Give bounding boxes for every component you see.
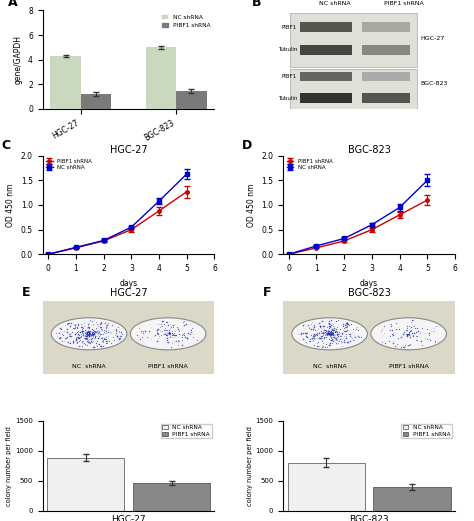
- Text: PIBF1 shRNA: PIBF1 shRNA: [389, 364, 428, 369]
- Bar: [301, 71, 352, 81]
- Text: A: A: [8, 0, 18, 9]
- Text: BGC-823: BGC-823: [420, 81, 448, 86]
- Bar: [301, 93, 352, 103]
- Text: E: E: [22, 286, 30, 299]
- Legend: NC shRNA, PIBF1 shRNA: NC shRNA, PIBF1 shRNA: [161, 14, 211, 29]
- Text: Tubulin: Tubulin: [278, 96, 297, 101]
- Text: PIBF1: PIBF1: [282, 74, 297, 79]
- Bar: [81, 94, 111, 109]
- Y-axis label: OD 450 nm: OD 450 nm: [6, 183, 15, 227]
- Text: PIBF1 shRNA: PIBF1 shRNA: [383, 1, 423, 6]
- Bar: [146, 47, 176, 109]
- X-axis label: days: days: [119, 279, 137, 288]
- Text: HGC-27: HGC-27: [420, 35, 445, 41]
- X-axis label: HGC-27: HGC-27: [111, 515, 146, 521]
- Title: HGC-27: HGC-27: [110, 145, 147, 155]
- Bar: [362, 71, 410, 81]
- Text: BGC-823: BGC-823: [348, 288, 391, 298]
- Bar: [362, 45, 410, 55]
- Legend: PIBF1 shRNA, NC shRNA: PIBF1 shRNA, NC shRNA: [286, 158, 333, 171]
- Text: PIBF1 shRNA: PIBF1 shRNA: [148, 364, 188, 369]
- X-axis label: days: days: [360, 279, 378, 288]
- Title: BGC-823: BGC-823: [348, 145, 391, 155]
- Circle shape: [51, 318, 127, 350]
- Text: F: F: [263, 286, 271, 299]
- Y-axis label: colony number per field: colony number per field: [6, 426, 12, 505]
- Legend: PIBF1 shRNA, NC shRNA: PIBF1 shRNA, NC shRNA: [46, 158, 92, 171]
- Text: NC  shRNA: NC shRNA: [72, 364, 106, 369]
- Bar: [374, 487, 451, 511]
- Text: PIBF1: PIBF1: [282, 24, 297, 30]
- Legend: NC shRNA, PIBF1 shRNA: NC shRNA, PIBF1 shRNA: [401, 424, 452, 438]
- Text: C: C: [1, 139, 10, 152]
- Text: Tubulin: Tubulin: [278, 47, 297, 52]
- Text: HGC-27: HGC-27: [110, 288, 147, 298]
- Bar: [301, 22, 352, 32]
- Text: NC shRNA: NC shRNA: [319, 1, 351, 6]
- Bar: [50, 56, 81, 109]
- Bar: [301, 45, 352, 55]
- Text: D: D: [242, 139, 252, 152]
- Bar: [47, 458, 124, 511]
- Bar: [288, 463, 365, 511]
- FancyBboxPatch shape: [290, 69, 417, 112]
- X-axis label: BGC-823: BGC-823: [349, 515, 389, 521]
- Circle shape: [130, 318, 206, 350]
- Circle shape: [371, 318, 447, 350]
- Text: NC  shRNA: NC shRNA: [313, 364, 346, 369]
- Bar: [133, 483, 210, 511]
- Text: B: B: [252, 0, 262, 9]
- Y-axis label: gene/GAPDH: gene/GAPDH: [13, 35, 22, 84]
- Circle shape: [292, 318, 367, 350]
- Bar: [176, 91, 207, 109]
- Y-axis label: OD 450 nm: OD 450 nm: [247, 183, 256, 227]
- Bar: [362, 93, 410, 103]
- Y-axis label: colony number per field: colony number per field: [246, 426, 253, 505]
- FancyBboxPatch shape: [290, 14, 417, 67]
- Legend: NC shRNA, PIBF1 shRNA: NC shRNA, PIBF1 shRNA: [161, 424, 211, 438]
- Bar: [362, 22, 410, 32]
